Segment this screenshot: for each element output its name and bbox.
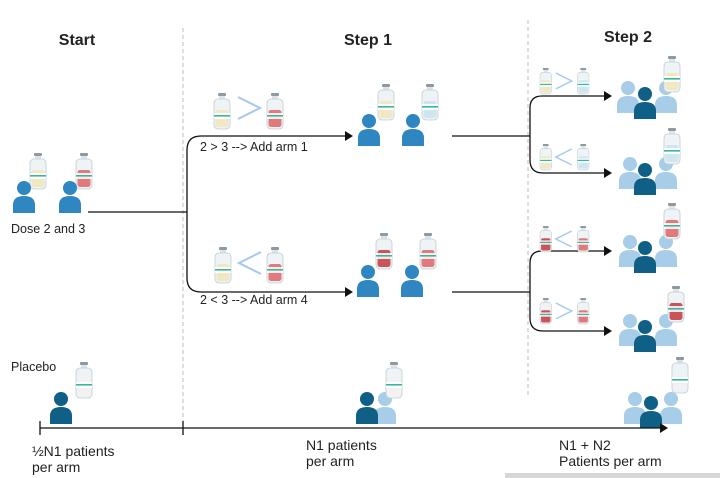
timeline-start-label-1: ½N1 patients [32,443,115,459]
vial-dose2-icon [377,83,395,121]
step1-arm1-group [358,83,439,146]
comparison-greater [213,92,284,130]
header-step2: Step 2 [604,29,652,46]
placebo-vial-icon [385,361,403,399]
vial-dose2-icon [29,152,47,190]
patient-icon [50,392,72,424]
patient-icon [357,265,379,297]
patient-icon [660,392,682,424]
flow-step1-to-step2 [452,91,612,336]
step1-arm4-group [357,232,437,297]
header-step1: Step 1 [344,32,392,49]
patient-icon [356,392,378,424]
step2-comparison-3 [539,225,590,253]
flow-start-to-step1 [88,131,353,297]
placebo-step1-group [356,361,403,424]
step2-comparison-1 [539,67,590,95]
patient-icon [358,114,380,146]
timeline-step1-label-1: N1 patients [306,437,377,453]
step2-arm2-group [619,127,681,195]
timeline-step1-label-2: per arm [306,453,354,469]
vial-arm4-icon [375,232,393,270]
placebo-label: Placebo [11,360,56,374]
timeline-axis [39,421,668,435]
vial-dose2-icon [213,92,231,130]
vial-dose2-icon [214,246,232,284]
placebo-vial-icon [75,361,93,399]
patient-icon [401,265,423,297]
step2-arm1-group [617,55,681,119]
vial-dose3-icon [266,246,284,284]
comparison-less [214,246,284,284]
patient-icon [402,114,424,146]
timeline-step2-label-1: N1 + N2 [559,437,611,453]
branch-down-label: 2 < 3 --> Add arm 4 [200,293,308,307]
vial-icon [663,127,681,165]
vial-arm1-icon [421,83,439,121]
greater-than-icon [237,96,261,120]
step2-arm3-group [619,202,681,273]
vial-icon [667,285,685,323]
placebo-start-group [50,361,93,424]
header-start: Start [59,32,96,49]
dose-label: Dose 2 and 3 [11,222,85,236]
vial-icon [663,202,681,240]
vial-dose3-icon [266,92,284,130]
step2-comparison-2 [539,143,590,171]
horizontal-scrollbar[interactable] [505,473,720,478]
start-dose-group [13,152,93,213]
step2-arm4-group [619,285,685,352]
branch-up-label: 2 > 3 --> Add arm 1 [200,140,308,154]
step2-comparison-4 [539,297,590,325]
placebo-vial-icon [671,356,689,394]
patient-icon [655,235,677,267]
timeline-step2-label-2: Patients per arm [559,453,662,469]
vial-icon [663,55,681,93]
placebo-step2-group [624,356,689,428]
vial-dose3-icon [75,152,93,190]
vial-dose3-icon [419,232,437,270]
timeline-start-label-2: per arm [32,459,80,475]
less-than-icon [238,251,262,275]
